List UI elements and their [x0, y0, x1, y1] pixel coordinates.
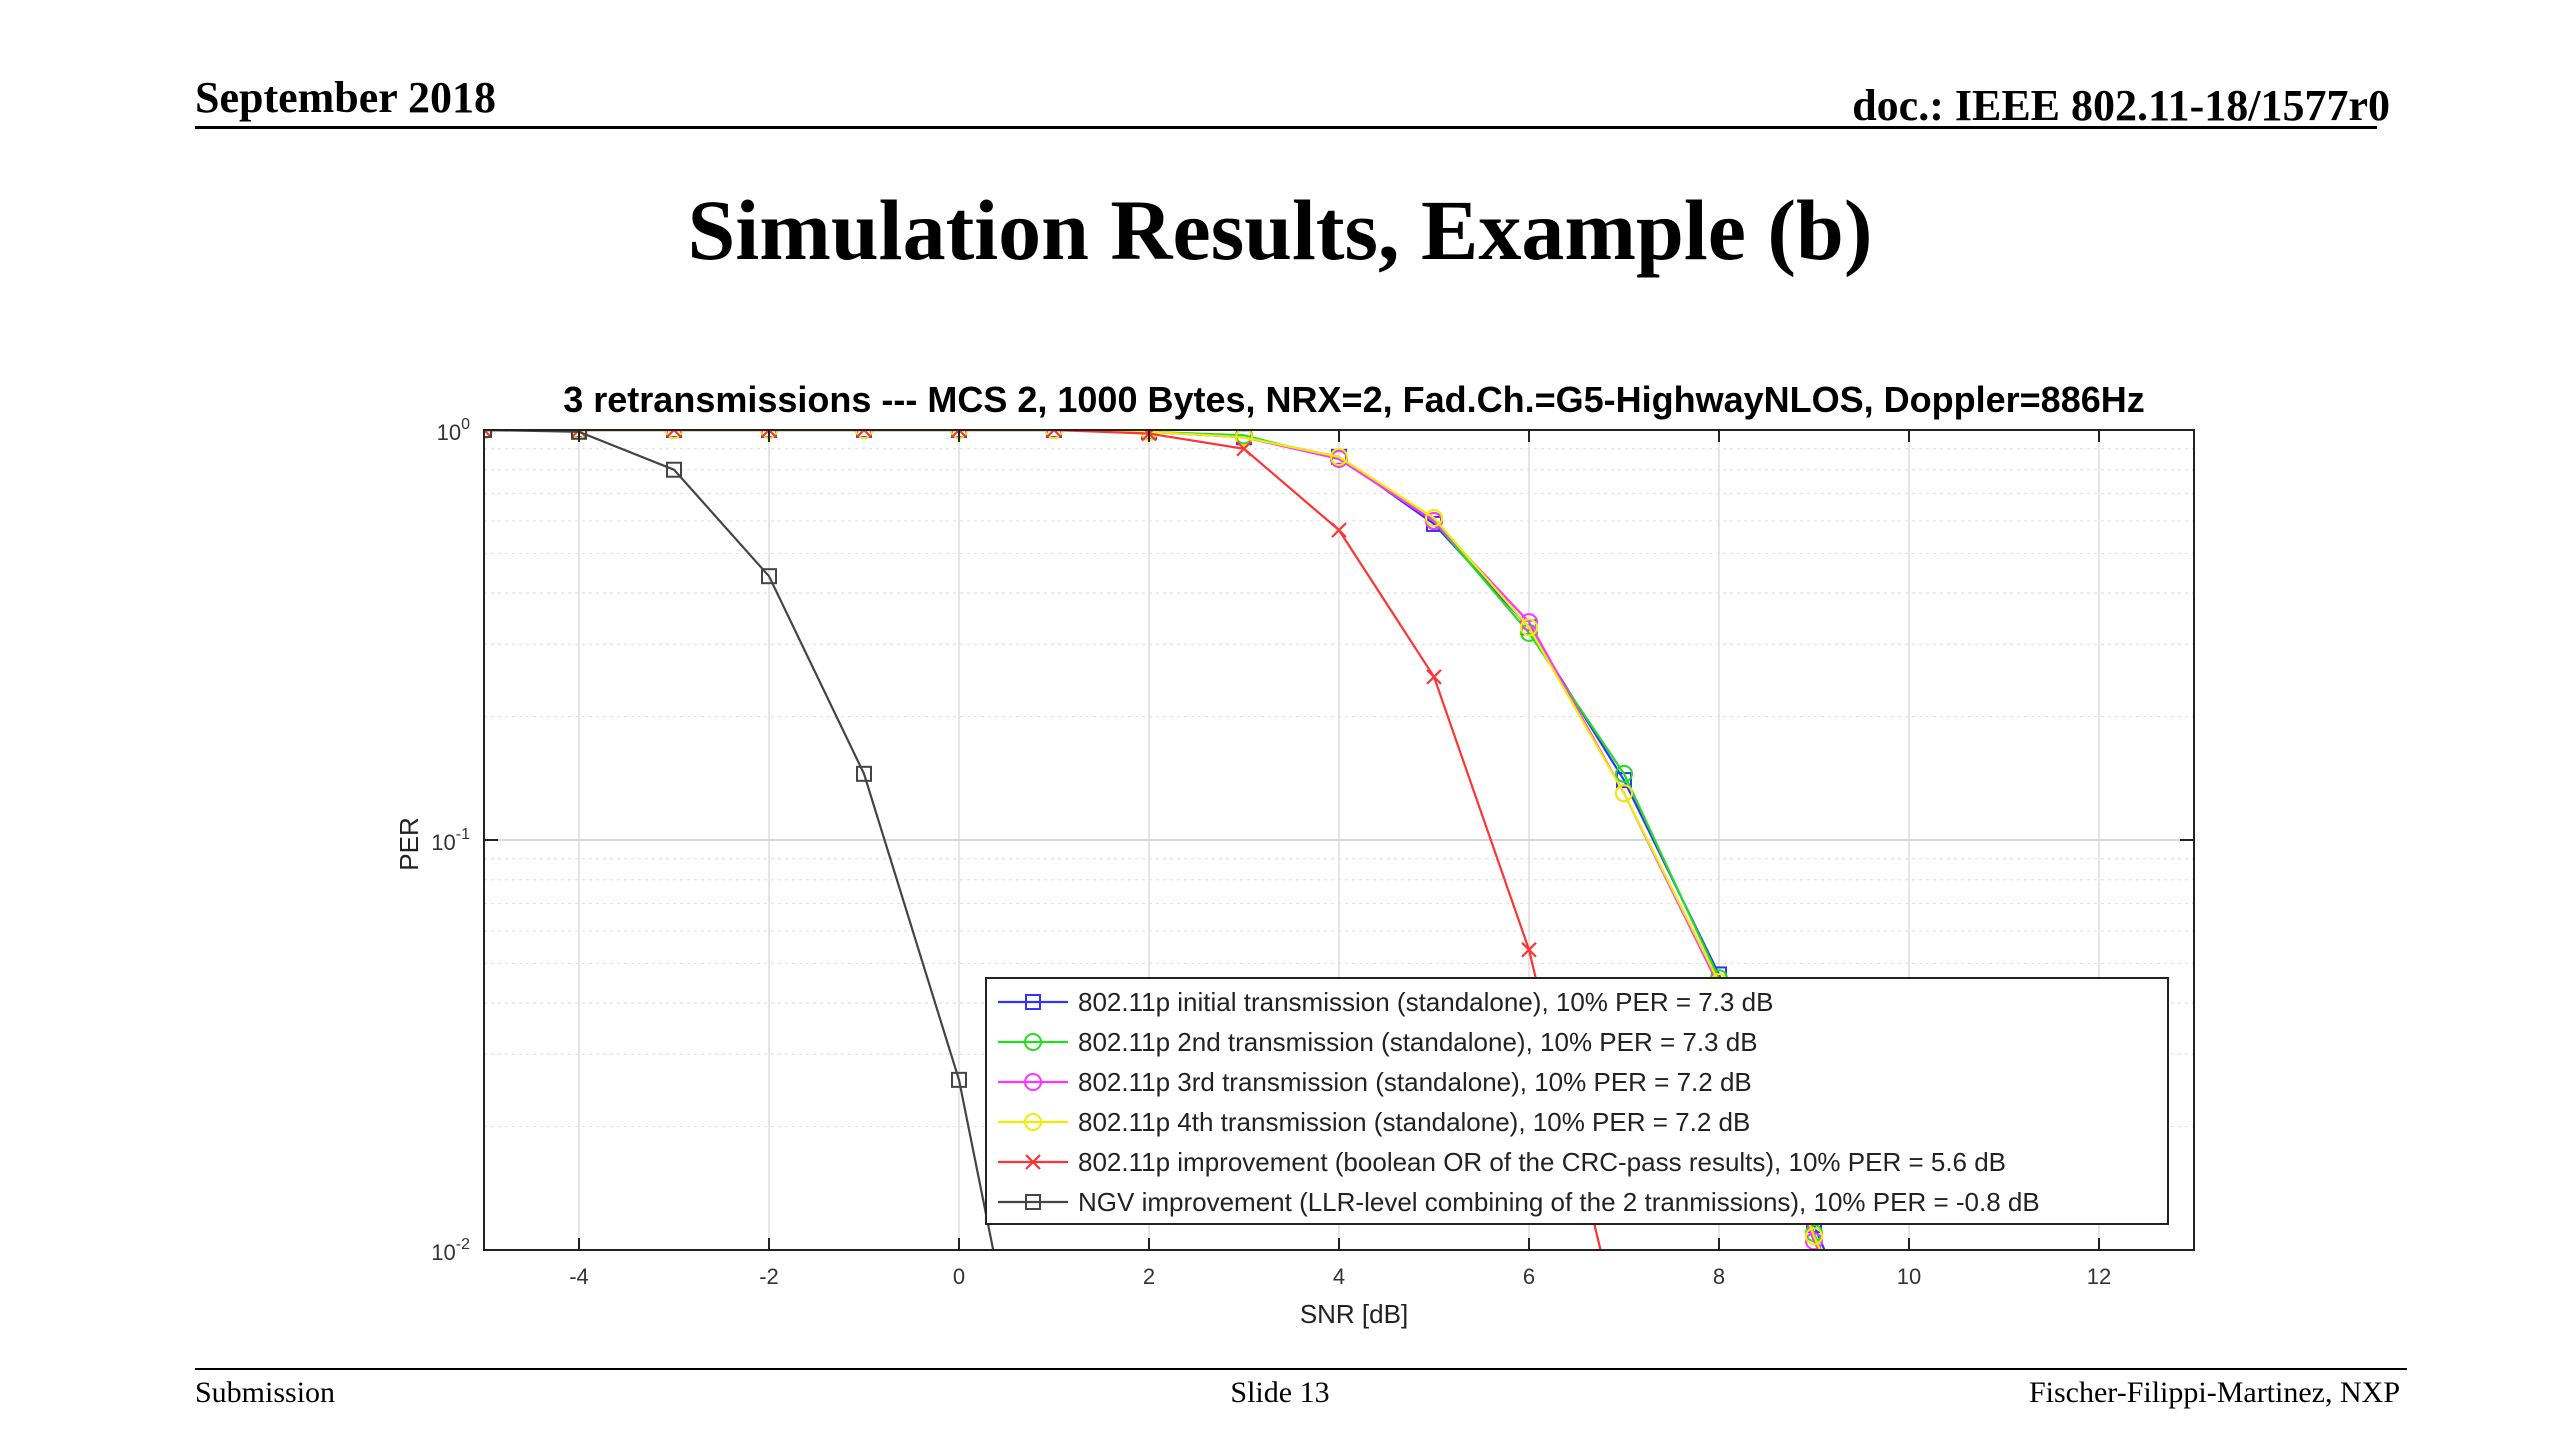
- data-point: [1046, 430, 1062, 438]
- footer-submission: Submission: [195, 1376, 336, 1409]
- data-point: [761, 430, 777, 438]
- legend-label: 802.11p 3rd transmission (standalone), 1…: [1078, 1067, 1752, 1097]
- data-point: [1236, 440, 1252, 457]
- legend-entry: 802.11p improvement (boolean OR of the C…: [998, 1147, 2006, 1177]
- chart-title: 3 retransmissions --- MCS 2, 1000 Bytes,…: [563, 379, 2145, 420]
- series-line: [484, 430, 1822, 1250]
- legend-entry: 802.11p initial transmission (standalone…: [998, 987, 1773, 1017]
- legend: 802.11p initial transmission (standalone…: [985, 977, 2169, 1225]
- x-tick-label: 0: [953, 1264, 965, 1289]
- footer-authors: Fischer-Filippi-Martinez, NXP: [2028, 1376, 2400, 1409]
- y-tick-label: 10-1: [431, 826, 470, 855]
- legend-entry: 802.11p 2nd transmission (standalone), 1…: [998, 1027, 1758, 1057]
- legend-marker: [1025, 1154, 1041, 1170]
- legend-marker: [1024, 1073, 1042, 1091]
- header-divider: [195, 126, 2377, 129]
- data-point: [1521, 941, 1537, 958]
- series-6: [484, 430, 995, 1250]
- data-point: [1520, 613, 1538, 632]
- header-date: September 2018: [195, 73, 497, 122]
- data-point: [666, 430, 682, 438]
- legend-entry: NGV improvement (LLR-level combining of …: [998, 1187, 2040, 1217]
- data-point: [1425, 509, 1443, 528]
- data-point: [951, 430, 967, 438]
- x-axis-label: SNR [dB]: [1300, 1299, 1408, 1329]
- legend-label: 802.11p 2nd transmission (standalone), 1…: [1078, 1027, 1758, 1057]
- slide-title: Simulation Results, Example (b): [687, 182, 1873, 278]
- y-axis-label: PER: [394, 817, 424, 870]
- legend-marker: [1024, 1033, 1042, 1051]
- x-tick-label: 12: [2087, 1264, 2111, 1289]
- x-tick-label: -4: [569, 1264, 589, 1289]
- data-point: [666, 461, 682, 478]
- x-tick-label: 4: [1333, 1264, 1345, 1289]
- data-point: [761, 568, 777, 585]
- footer-slide-number: Slide 13: [1230, 1376, 1330, 1409]
- footer-divider: [195, 1368, 2407, 1370]
- x-tick-label: 2: [1143, 1264, 1155, 1289]
- x-tick-label: 10: [1897, 1264, 1921, 1289]
- legend-entry: 802.11p 4th transmission (standalone), 1…: [998, 1107, 1750, 1137]
- series-line: [484, 430, 995, 1250]
- data-point: [951, 1071, 967, 1088]
- legend-entry: 802.11p 3rd transmission (standalone), 1…: [998, 1067, 1752, 1097]
- data-point: [1615, 784, 1633, 803]
- data-point: [856, 430, 872, 438]
- data-point: [855, 430, 873, 439]
- legend-box: [985, 977, 2169, 1225]
- x-tick-label: 8: [1713, 1264, 1725, 1289]
- data-point: [1330, 447, 1348, 466]
- legend-marker: [1025, 994, 1041, 1010]
- data-point: [1331, 522, 1347, 538]
- data-point: [1235, 430, 1253, 447]
- y-tick-label: 10-2: [431, 1236, 470, 1265]
- x-tick-label: -2: [759, 1264, 779, 1289]
- x-tick-label: 6: [1523, 1264, 1535, 1289]
- axes: -4 -2 0 2 4 6 8 10 12 100 10-1 10-2: [431, 416, 2194, 1289]
- legend-label: 802.11p initial transmission (standalone…: [1078, 987, 1773, 1017]
- data-point: [1615, 764, 1633, 783]
- data-point: [1426, 669, 1442, 685]
- data-point: [1520, 623, 1538, 642]
- legend-marker: [1024, 1113, 1042, 1131]
- legend-label: 802.11p 4th transmission (standalone), 1…: [1078, 1107, 1750, 1137]
- legend-label: 802.11p improvement (boolean OR of the C…: [1078, 1147, 2006, 1177]
- legend-label: NGV improvement (LLR-level combining of …: [1078, 1187, 2040, 1217]
- data-point: [1805, 1227, 1823, 1246]
- data-point: [1520, 618, 1538, 637]
- data-point: [856, 765, 872, 782]
- data-point: [665, 430, 683, 439]
- header-doc-id: doc.: IEEE 802.11-18/1577r0: [1852, 81, 2390, 130]
- series-4: [484, 430, 1823, 1250]
- data-point: [1045, 430, 1063, 439]
- y-tick-label: 100: [437, 416, 470, 445]
- data-point: [484, 430, 492, 438]
- legend-marker: [1025, 1194, 1041, 1210]
